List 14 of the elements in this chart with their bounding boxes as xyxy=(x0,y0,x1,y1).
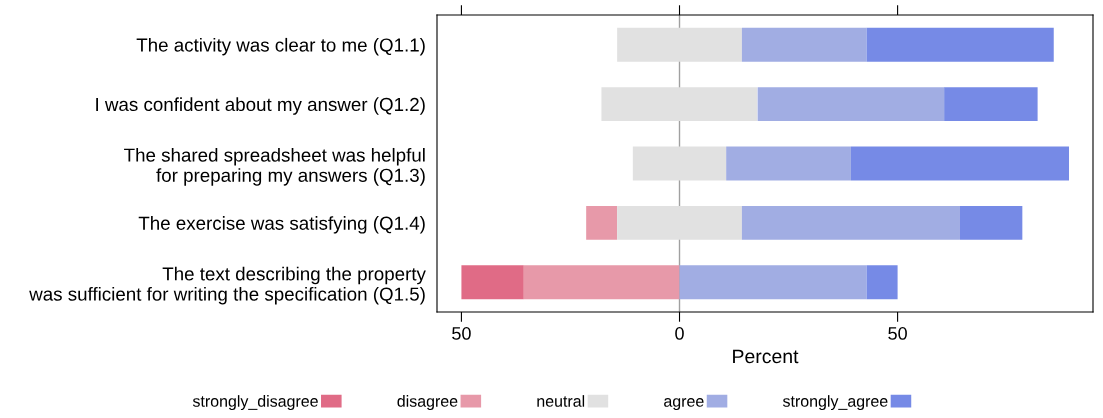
x-tick-label: 50 xyxy=(452,327,471,340)
y-tick-label: The text describing the property was sufficient for writing the specification (Q1.5) xyxy=(29,266,426,305)
legend-label: strongly_agree xyxy=(782,395,888,411)
y-tick-label: I was confident about my answer (Q1.2) xyxy=(96,97,425,115)
legend-label: disagree xyxy=(397,395,458,411)
legend-label: agree xyxy=(664,398,704,411)
x-axis-title: Percent xyxy=(733,349,799,364)
x-tick-label: 50 xyxy=(888,327,907,340)
y-tick-label: The exercise was satisfying (Q1.4) xyxy=(138,216,425,234)
x-tick-label: 0 xyxy=(675,327,684,340)
legend-label: neutral xyxy=(537,395,585,407)
legend-label: strongly_disagree xyxy=(192,395,318,411)
y-tick-label: The shared spreadsheet was helpful for preparing my answers (Q1.3) xyxy=(124,147,425,186)
y-tick-label: The activity was clear to me (Q1.1) xyxy=(136,37,425,56)
